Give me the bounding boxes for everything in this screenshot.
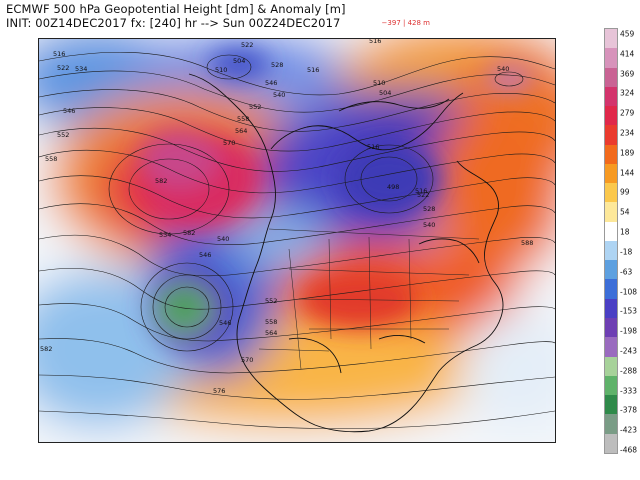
colorbar-segment [605,106,617,126]
anomaly-shading [39,39,555,442]
colorbar-segment [605,317,617,338]
contour-label: 570 [241,356,253,364]
contour-label: 570 [223,139,235,147]
contour-label: 510 [215,66,227,74]
contour-label: 582 [155,177,167,185]
contour-label: 582 [40,345,52,353]
colorbar-segment [605,221,617,241]
contour-label: 540 [273,91,285,99]
contour-label: 510 [373,79,385,87]
weather-map[interactable]: 516 522 534 546 552 558 582 510 504 522 … [39,39,555,442]
contour-label: 558 [45,155,57,163]
contour-label: 534 [159,231,171,239]
colorbar-label: -108 [620,287,638,297]
contour-label: 546 [199,251,211,259]
contour-label: 546 [265,79,277,87]
contour-label: 522 [241,41,253,49]
colorbar-segment [605,183,617,203]
contour-label: 552 [265,297,277,305]
contour-label: 576 [213,387,225,395]
colorbar-segment [605,67,617,87]
contour-label: 588 [521,239,533,247]
colorbar-label: -468 [620,445,638,455]
colorbar-label: -423 [620,425,638,435]
colorbar-segment [605,337,617,357]
colorbar-label: 18 [620,227,630,237]
contour-label: 504 [379,89,391,97]
contour-label: 522 [417,191,429,199]
colorbar-segment [605,48,617,68]
colorbar-segment [605,260,617,280]
anomaly-colorbar [604,28,618,454]
colorbar-label: -288 [620,366,638,376]
contour-label: 528 [423,205,435,213]
colorbar-segment [605,240,617,261]
map-panel[interactable]: 516 522 534 546 552 558 582 510 504 522 … [38,38,556,443]
colorbar-label: 189 [620,148,635,158]
colorbar-segment [605,279,617,299]
contour-label: 540 [497,65,509,73]
contour-label: 564 [265,329,277,337]
colorbar-segment [605,414,617,434]
colorbar-label: -243 [620,346,638,356]
contour-labels: 516 522 534 546 552 558 582 510 504 522 … [40,39,533,395]
contour-label: 558 [265,318,277,326]
political-boundaries [258,228,480,370]
colorbar-segment [605,29,617,49]
colorbar-segment [605,298,617,318]
colorbar-segment [605,202,617,222]
colorbar-segment [605,86,617,107]
colorbar-label: -333 [620,386,638,396]
contour-label: 564 [235,127,247,135]
colorbar-segment [605,433,617,453]
colorbar-segment [605,125,617,145]
anomaly-range-readout: −397 | 428 m [381,19,430,27]
colorbar-segment [605,163,617,184]
contour-label: 546 [219,319,231,327]
contour-label: 516 [53,50,65,58]
colorbar-label: -198 [620,326,638,336]
colorbar-segment [605,356,617,376]
contour-label: 546 [63,107,75,115]
contour-label: 498 [387,183,399,191]
colorbar-label: -153 [620,306,638,316]
colorbar-label: 369 [620,69,635,79]
chart-title: ECMWF 500 hPa Geopotential Height [dm] &… [6,2,346,16]
colorbar-label: 234 [620,128,635,138]
contour-label: 504 [233,57,245,65]
colorbar-label: -18 [620,247,633,257]
contour-label: 552 [249,103,261,111]
contour-label: 540 [217,235,229,243]
coastlines [188,73,504,433]
colorbar-segment [605,375,617,396]
contour-label: 516 [415,187,427,195]
colorbar-label: 279 [620,108,635,118]
contour-label: 528 [271,61,283,69]
colorbar-segment [605,395,617,415]
contour-label: 534 [75,65,87,73]
colorbar-labels: 459 414 369 324 279 234 189 144 99 54 18 -18 -63 -108… [620,0,640,480]
contour-label: 582 [183,229,195,237]
colorbar-label: -63 [620,267,633,277]
colorbar-label: 144 [620,168,635,178]
colorbar-label: 54 [620,207,630,217]
contour-label: 516 [307,66,319,74]
colorbar-label: 414 [620,49,635,59]
contour-label: 540 [423,221,435,229]
contour-label: 522 [57,64,69,72]
colorbar-label: 99 [620,187,630,197]
contour-label: 516 [369,39,381,45]
colorbar-label: -378 [620,405,638,415]
contour-label: 552 [57,131,69,139]
colorbar-label: 324 [620,88,635,98]
height-contours [39,51,555,429]
colorbar-segment [605,144,617,164]
contour-label: 516 [367,143,379,151]
contour-label: 558 [237,115,249,123]
init-forecast-time: INIT: 00Z14DEC2017 fx: [240] hr --> Sun … [6,16,341,30]
colorbar-label: 459 [620,29,635,39]
